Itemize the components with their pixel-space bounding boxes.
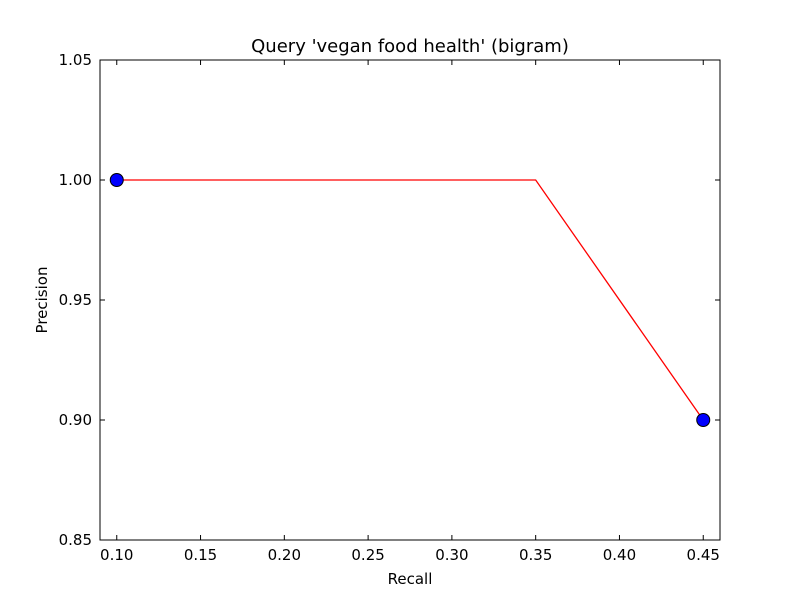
data-point-marker	[109, 173, 124, 187]
precision-recall-line	[116, 179, 704, 421]
data-point-marker	[696, 413, 711, 427]
plot-frame	[99, 59, 721, 541]
y-tick-label: 0.85	[59, 531, 92, 549]
x-axis-label: Recall	[388, 570, 433, 588]
axis-ticks: 0.10 0.15 0.20 0.25 0.30 0.35 0.40 0.45 0.85 0.90…	[59, 51, 720, 564]
plot-series	[109, 173, 711, 427]
y-tick-label: 0.90	[59, 411, 92, 429]
x-tick-label: 0.15	[184, 546, 217, 564]
chart-title: Query 'vegan food health' (bigram)	[251, 36, 569, 57]
y-tick-label: 1.05	[59, 51, 92, 69]
y-tick-label: 1.00	[59, 171, 92, 189]
x-tick-label: 0.40	[603, 546, 636, 564]
y-axis-label: Precision	[33, 267, 51, 334]
x-tick-label: 0.45	[687, 546, 720, 564]
y-tick-label: 0.95	[59, 291, 92, 309]
x-tick-label: 0.20	[268, 546, 301, 564]
x-tick-label: 0.30	[435, 546, 468, 564]
x-tick-label: 0.25	[351, 546, 384, 564]
x-tick-label: 0.35	[519, 546, 552, 564]
x-tick-label: 0.10	[100, 546, 133, 564]
